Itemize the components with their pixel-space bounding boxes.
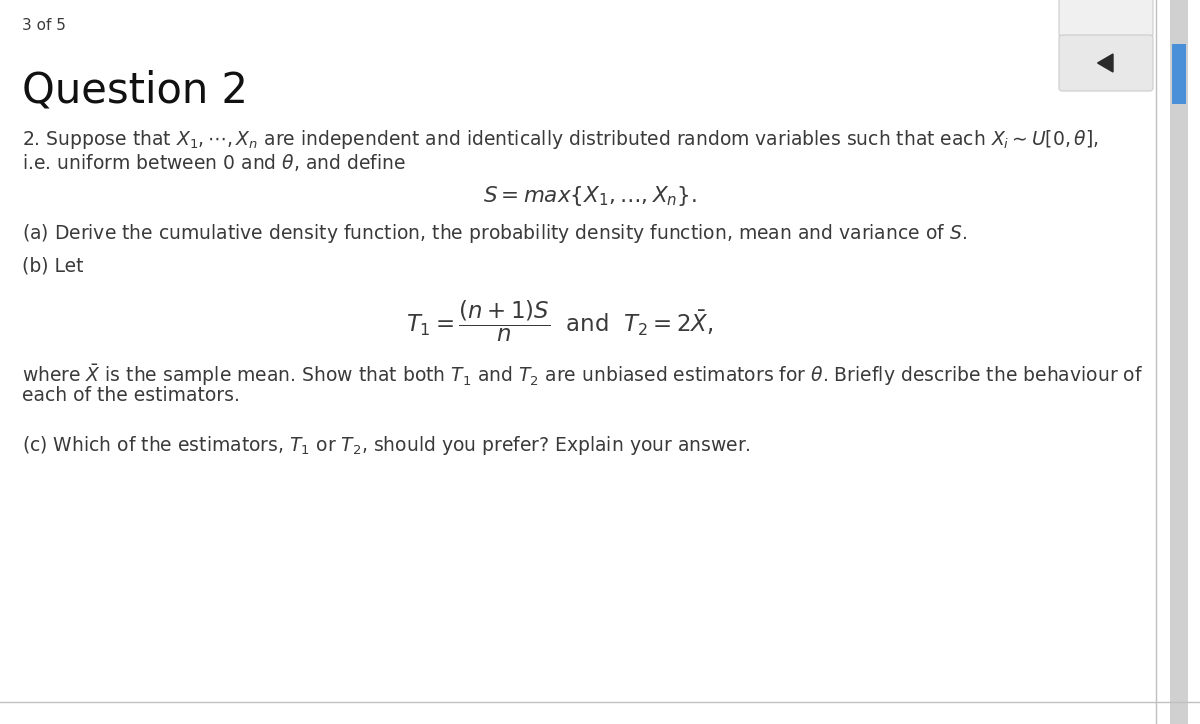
Text: Question 2: Question 2 xyxy=(22,69,248,111)
Text: (c) Which of the estimators, $T_1$ or $T_2$, should you prefer? Explain your ans: (c) Which of the estimators, $T_1$ or $T… xyxy=(22,434,751,457)
Bar xyxy=(1172,44,1186,104)
Polygon shape xyxy=(1098,54,1114,72)
Text: $S = \mathit{max}\{X_1, \ldots, X_n\}.$: $S = \mathit{max}\{X_1, \ldots, X_n\}.$ xyxy=(482,184,697,208)
Text: $T_1 = \dfrac{(n+1)S}{n}$  and  $T_2 = 2\bar{X},$: $T_1 = \dfrac{(n+1)S}{n}$ and $T_2 = 2\b… xyxy=(407,299,714,344)
FancyBboxPatch shape xyxy=(1060,0,1153,37)
Text: each of the estimators.: each of the estimators. xyxy=(22,386,240,405)
Text: 3 of 5: 3 of 5 xyxy=(22,18,66,33)
Text: (b) Let: (b) Let xyxy=(22,256,84,275)
Text: where $\bar{X}$ is the sample mean. Show that both $T_1$ and $T_2$ are unbiased : where $\bar{X}$ is the sample mean. Show… xyxy=(22,362,1144,388)
Text: 2. Suppose that $X_1, \cdots, X_n$ are independent and identically distributed r: 2. Suppose that $X_1, \cdots, X_n$ are i… xyxy=(22,128,1099,151)
Text: (a) Derive the cumulative density function, the probability density function, me: (a) Derive the cumulative density functi… xyxy=(22,222,967,245)
Bar xyxy=(1170,0,1188,724)
Text: i.e. uniform between 0 and $\theta$, and define: i.e. uniform between 0 and $\theta$, and… xyxy=(22,152,406,173)
FancyBboxPatch shape xyxy=(1060,35,1153,91)
